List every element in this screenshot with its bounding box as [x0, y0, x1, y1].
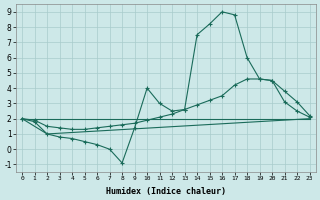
X-axis label: Humidex (Indice chaleur): Humidex (Indice chaleur): [106, 187, 226, 196]
